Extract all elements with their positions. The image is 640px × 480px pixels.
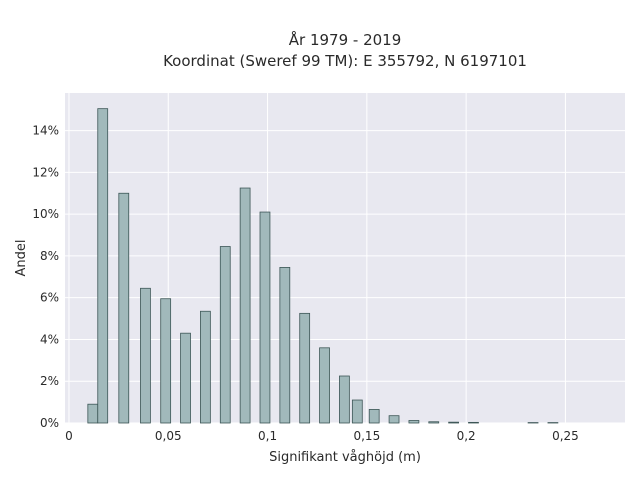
histogram-bar xyxy=(299,312,311,424)
histogram-bar xyxy=(219,246,231,424)
histogram-bar xyxy=(200,310,211,424)
x-axis-title: Signifikant våghöjd (m) xyxy=(269,450,421,465)
y-tick-label: 8% xyxy=(40,249,59,263)
histogram-bar xyxy=(239,187,251,424)
histogram-bar xyxy=(368,409,380,424)
histogram-bar xyxy=(351,399,363,424)
y-tick-label: 0% xyxy=(40,416,59,430)
y-axis-title: Andel xyxy=(14,240,29,277)
y-tick-label: 12% xyxy=(32,165,59,179)
histogram-bar xyxy=(160,298,172,424)
y-tick-label: 2% xyxy=(40,374,59,388)
histogram-bar xyxy=(388,415,400,424)
x-tick-label: 0,05 xyxy=(155,429,182,443)
x-tick-label: 0,25 xyxy=(552,429,579,443)
histogram-bar xyxy=(259,211,271,424)
y-tick-label: 14% xyxy=(32,124,59,138)
chart-title-line-1: År 1979 - 2019 xyxy=(289,30,402,49)
x-tick-label: 0 xyxy=(65,429,73,443)
y-tick-label: 6% xyxy=(40,291,59,305)
x-tick-label: 0,15 xyxy=(353,429,380,443)
histogram-bar xyxy=(140,287,151,424)
histogram-bar xyxy=(448,421,459,424)
bars xyxy=(87,108,559,424)
chart-title-line-2: Koordinat (Sweref 99 TM): E 355792, N 61… xyxy=(163,52,527,70)
histogram-bar xyxy=(408,420,420,424)
plot-area xyxy=(65,93,625,423)
y-tick-label: 10% xyxy=(32,207,59,221)
histogram-bar xyxy=(468,421,479,424)
x-tick-labels: 0 0,05 0,1 0,15 0,2 0,25 xyxy=(65,429,579,443)
histogram-bar xyxy=(319,347,330,424)
histogram-bar xyxy=(97,108,109,424)
histogram-bar xyxy=(118,192,130,424)
histogram-bar xyxy=(279,266,291,424)
histogram-bar xyxy=(339,375,350,424)
histogram-bar xyxy=(87,403,99,424)
x-tick-label: 0,2 xyxy=(457,429,476,443)
histogram-bar xyxy=(180,332,191,424)
x-tick-label: 0,1 xyxy=(258,429,277,443)
y-tick-labels: 0% 2% 4% 6% 8% 10% 12% 14% xyxy=(32,124,59,430)
y-tick-label: 4% xyxy=(40,332,59,346)
histogram-bar xyxy=(428,421,440,424)
